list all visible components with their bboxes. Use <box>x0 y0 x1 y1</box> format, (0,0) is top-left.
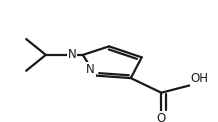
Text: OH: OH <box>191 72 209 85</box>
Text: O: O <box>157 112 166 122</box>
Text: N: N <box>68 48 76 61</box>
Text: N: N <box>86 63 95 76</box>
